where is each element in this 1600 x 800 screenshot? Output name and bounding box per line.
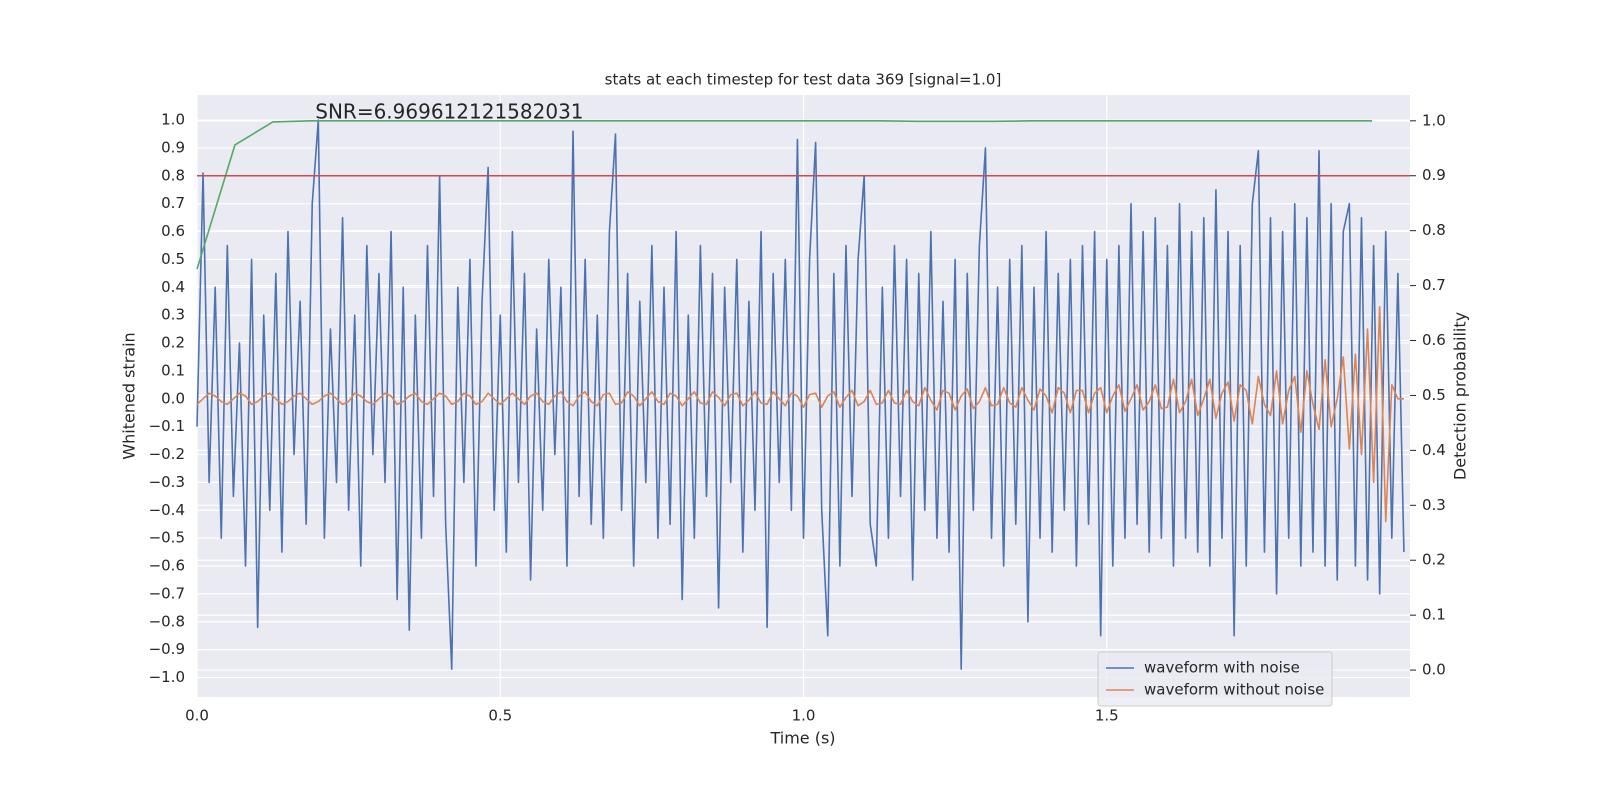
y2-tick-label: 0.0: [1422, 661, 1446, 679]
y-tick-label: 0.1: [161, 361, 185, 379]
y-tick-label: 0.2: [161, 334, 185, 352]
y-tick-label: −0.7: [149, 584, 185, 602]
legend: waveform with noise waveform without nois…: [1097, 651, 1333, 707]
x-tick-label: 1.0: [792, 707, 816, 725]
y-tick-label: 0.4: [161, 278, 185, 296]
series-line: [196, 306, 1404, 523]
y-tick-label: 1.0: [161, 111, 185, 129]
annotation: SNR=6.969612121582031: [315, 100, 583, 124]
y2-tick-label: 0.4: [1422, 441, 1446, 459]
y-tick-label: −0.1: [149, 417, 185, 435]
y-tick-label: 0.3: [161, 306, 185, 324]
series-line: [196, 120, 1373, 270]
y-tick-label: −0.6: [149, 557, 185, 575]
y2-tick-label: 0.1: [1422, 606, 1446, 624]
legend-box: [1097, 651, 1333, 707]
y-tick-label: −0.5: [149, 529, 185, 547]
y-axis-label: Whitened strain: [120, 332, 139, 459]
marks: SNR=6.969612121582031: [196, 100, 1410, 670]
y2-tick-label: 0.9: [1422, 166, 1446, 184]
legend-label: waveform with noise: [1144, 659, 1300, 677]
y-tick-label: −0.9: [149, 640, 185, 658]
y-tick-label: −0.8: [149, 612, 185, 630]
y2-tick-label: 0.7: [1422, 276, 1446, 294]
y2-tick-label: 0.2: [1422, 551, 1446, 569]
y-tick-label: −0.3: [149, 473, 185, 491]
y2-tick-label: 0.6: [1422, 331, 1446, 349]
y-tick-label: −0.2: [149, 445, 185, 463]
y-tick-label: 0.8: [161, 166, 185, 184]
legend-label: waveform without noise: [1144, 681, 1324, 699]
x-axis-label: Time (s): [769, 729, 835, 748]
y-tick-label: 0.9: [161, 138, 185, 156]
y-tick-label: −1.0: [149, 668, 185, 686]
y-tick-label: 0.6: [161, 222, 185, 240]
y2-axis-label: Detection probability: [1451, 312, 1470, 480]
y-tick-label: −0.4: [149, 501, 185, 519]
x-tick-label: 1.5: [1095, 707, 1119, 725]
y-tick-label: 0.5: [161, 250, 185, 268]
x-tick-label: 0.0: [185, 707, 209, 725]
labels: 0.0 0.5 1.0 1.5 −1.0 −0.9 −0.8 −0.7 −0.6 −0.5 −0.4…: [149, 111, 1446, 725]
series-line: [196, 119, 1405, 670]
x-tick-label: 0.5: [488, 707, 512, 725]
y-tick-label: 0.0: [161, 389, 185, 407]
y-tick-label: 0.7: [161, 194, 185, 212]
y2-tick-label: 1.0: [1422, 111, 1446, 129]
y2-tick-label: 0.5: [1422, 386, 1446, 404]
y2-tick-label: 0.8: [1422, 221, 1446, 239]
y2-tick-label: 0.3: [1422, 496, 1446, 514]
chart-title: stats at each timestep for test data 369…: [605, 71, 1002, 89]
